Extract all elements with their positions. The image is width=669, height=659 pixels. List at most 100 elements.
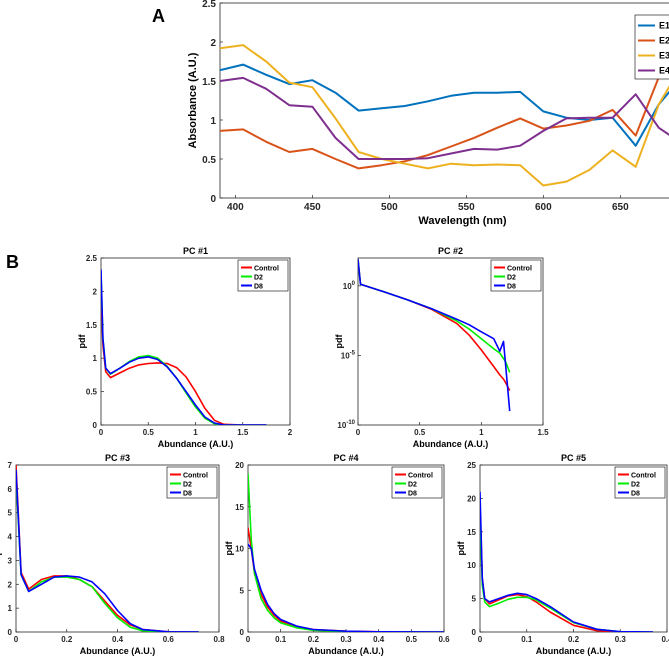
x-tick-label: 0.1 (275, 635, 287, 644)
y-tick-label: 15 (467, 528, 476, 537)
tick-exponent: 0 (352, 281, 356, 287)
x-tick-label: 550 (458, 202, 475, 213)
x-tick-label: 0.6 (163, 635, 175, 644)
series-line-d8 (16, 469, 199, 632)
chart-panel-a: 40045050055060065070000.511.522.5Wavelen… (187, 0, 669, 227)
series-group (480, 491, 654, 632)
y-tick-label: 4 (8, 533, 13, 542)
panel-label: A (152, 6, 165, 26)
x-tick-label: 0.5 (406, 635, 418, 644)
x-axis-label: Abundance (A.U.) (536, 646, 612, 656)
y-tick-label: 10-5 (341, 350, 356, 360)
y-tick-label: 7 (8, 461, 13, 470)
y-tick-label: 1.5 (86, 321, 98, 330)
x-tick-label: 0.4 (373, 635, 385, 644)
x-tick-label: 2 (288, 428, 293, 437)
legend: E1 E2 E3 E4 (634, 14, 669, 80)
y-tick-label: 2 (8, 580, 13, 589)
legend-label: D8 (507, 284, 516, 291)
x-tick-label: 0.2 (61, 635, 73, 644)
legend: Control D2 D8 (166, 466, 218, 499)
series-line-d8 (480, 491, 654, 632)
y-tick-label: 0.5 (86, 388, 98, 397)
series-line-e1 (220, 63, 669, 147)
y-tick-label: 1 (93, 354, 98, 363)
x-tick-label: 0 (14, 635, 19, 644)
chart-title: PC #1 (183, 246, 208, 256)
y-tick-label: 0 (472, 628, 477, 637)
y-tick-label: 0 (210, 194, 216, 205)
legend-label: D8 (183, 491, 192, 498)
chart-panel-pc1: 0 0.5 1 1.5 2 0 0.5 1 1.5 2 2.5 PC #1 Abundance (A.U… (77, 246, 293, 449)
x-tick-label: 0 (99, 428, 104, 437)
series-line-e3 (220, 44, 669, 187)
y-tick-label: 0 (93, 421, 98, 430)
series-group (248, 473, 444, 632)
legend-label: E4 (659, 66, 669, 76)
series-line-d8 (358, 259, 511, 412)
legend-label: D2 (631, 482, 640, 489)
x-tick-label: 600 (535, 202, 552, 213)
tick-base: 10 (343, 282, 352, 291)
y-tick-label: 0 (240, 628, 245, 637)
x-tick-label: 0.4 (112, 635, 124, 644)
legend-label: Control (183, 473, 208, 480)
y-tick-label: 15 (235, 503, 244, 512)
series-line-d8 (248, 543, 444, 632)
legend-label: E2 (659, 36, 669, 46)
x-tick-label: 400 (227, 202, 244, 213)
x-tick-label: 0 (246, 635, 251, 644)
legend-label: D2 (507, 275, 516, 282)
y-tick-label: 2.5 (202, 0, 216, 10)
x-axis-label: Abundance (A.U.) (80, 646, 156, 656)
chart-title: PC #5 (561, 453, 586, 463)
chart-panel-pc4: 0 0.1 0.2 0.3 0.4 0.5 0.6 0 5 10 15 20 PC #4 Abundanc… (224, 453, 450, 656)
x-tick-label: 1.5 (237, 428, 249, 437)
legend-label: E1 (659, 21, 669, 31)
series-line-e4 (220, 76, 669, 160)
y-tick-label: 10 (235, 545, 244, 554)
x-tick-label: 0 (356, 428, 361, 437)
chart-title: PC #2 (438, 246, 463, 256)
panel-label: B (6, 252, 19, 272)
y-tick-label: 25 (467, 461, 476, 470)
x-tick-label: 0.8 (213, 635, 225, 644)
x-tick-label: 650 (612, 202, 629, 213)
chart-panel-pc3: 0 0.2 0.4 0.6 0.8 0 1 2 3 4 5 6 7 PC #3 Abundance (A.U… (0, 453, 225, 656)
x-tick-label: 500 (381, 202, 398, 213)
legend-label: Control (507, 266, 532, 273)
series-group (358, 259, 511, 412)
y-tick-label: 3 (8, 556, 13, 565)
x-tick-label: 0 (478, 635, 483, 644)
tick-exponent: -10 (346, 420, 355, 426)
legend-label: Control (631, 473, 656, 480)
y-tick-label: 6 (8, 485, 13, 494)
y-tick-label: 1 (210, 116, 216, 127)
series-group (16, 465, 199, 632)
x-tick-label: 1 (479, 428, 484, 437)
y-tick-label: 0 (8, 628, 13, 637)
y-axis-label: pdf (334, 334, 344, 349)
chart-panel-pc5: 0 0.1 0.2 0.3 0.4 0 5 10 15 20 25 PC #5 Abundance (A… (456, 453, 669, 656)
y-axis-label: Absorbance (A.U.) (187, 52, 199, 148)
legend-label: D8 (254, 284, 263, 291)
x-tick-label: 1 (193, 428, 198, 437)
x-tick-label: 0.5 (143, 428, 155, 437)
x-tick-label: 0.3 (615, 635, 627, 644)
y-tick-label: 5 (472, 595, 477, 604)
legend: Control D2 D8 (614, 466, 666, 499)
legend-label: D8 (408, 491, 417, 498)
chart-title: PC #4 (333, 453, 358, 463)
legend-label: Control (254, 266, 279, 273)
x-tick-label: 0.6 (438, 635, 450, 644)
y-tick-label: 100 (343, 281, 356, 291)
x-axis-label: Wavelength (nm) (418, 215, 507, 227)
x-tick-label: 1.5 (537, 428, 549, 437)
legend-label: Control (408, 473, 433, 480)
y-axis-label: pdf (0, 541, 2, 556)
x-axis-label: Abundance (A.U.) (308, 646, 384, 656)
legend: Control D2 D8 (490, 259, 542, 292)
legend-label: D2 (254, 275, 263, 282)
x-axis-label: Abundance (A.U.) (158, 439, 234, 449)
